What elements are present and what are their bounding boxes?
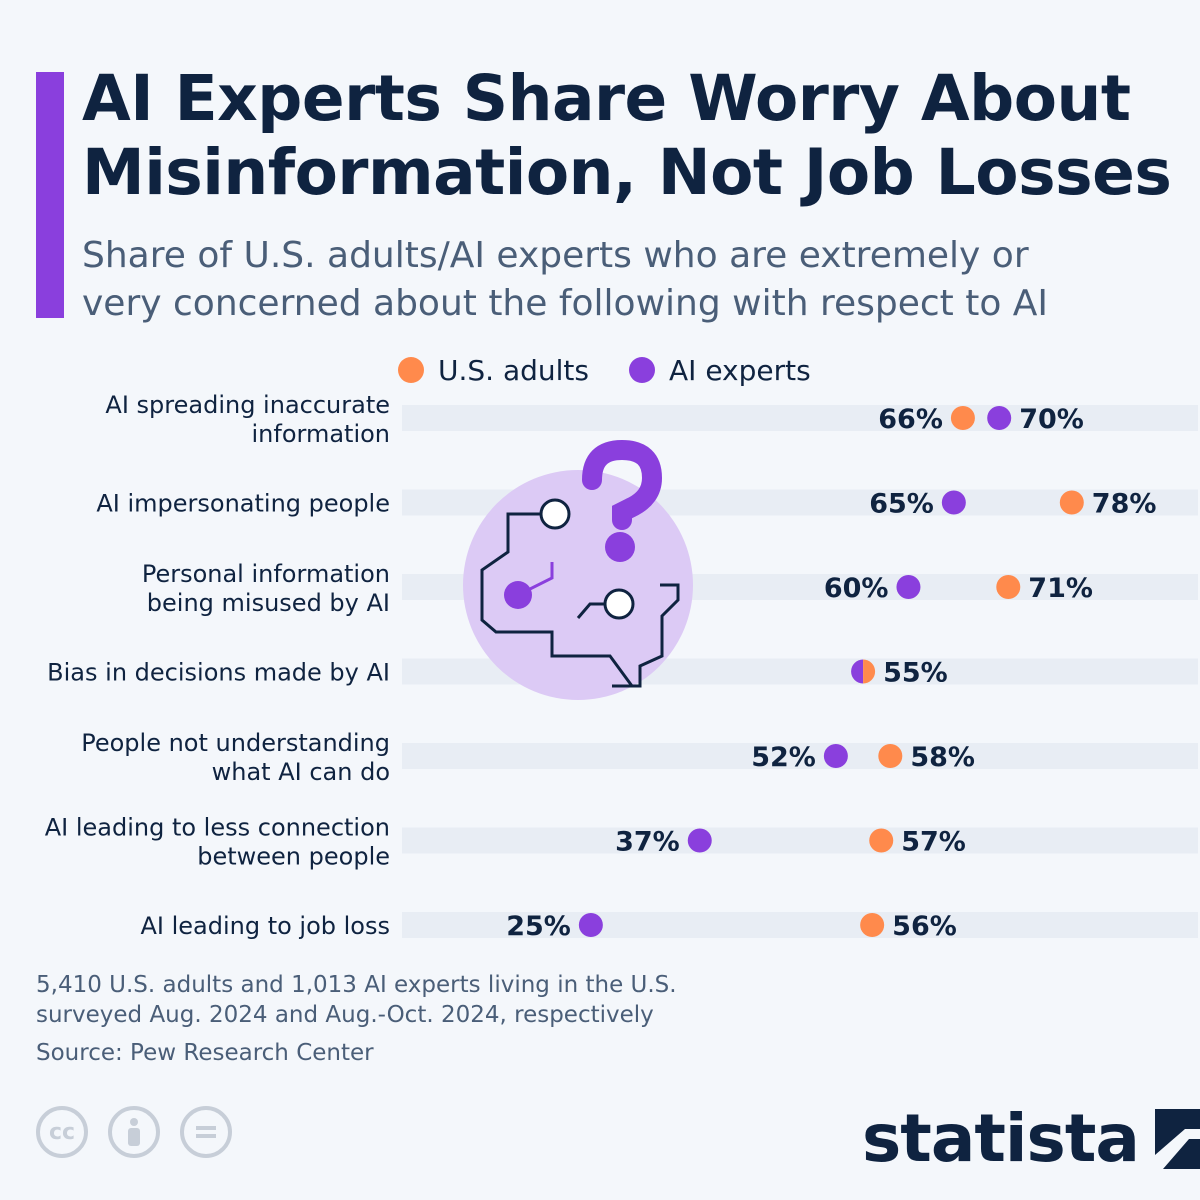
data-point-ai-experts bbox=[823, 744, 848, 768]
category-label: AI spreading inaccurate information bbox=[105, 391, 390, 448]
category-label: Personal information being misused by AI bbox=[142, 560, 390, 617]
legend-dot-us-adults bbox=[398, 357, 424, 383]
legend-item-us-adults: U.S. adults bbox=[398, 354, 589, 387]
brand-name: statista bbox=[862, 1100, 1140, 1177]
question-circuit-icon bbox=[463, 439, 693, 700]
data-label: 70% bbox=[1019, 404, 1084, 435]
creative-commons-icon: cc bbox=[36, 1106, 88, 1158]
row-band bbox=[402, 827, 1198, 854]
data-point-us-adults bbox=[863, 659, 876, 684]
category-label: AI impersonating people bbox=[96, 490, 390, 518]
statista-brand: statista bbox=[862, 1100, 1200, 1177]
row-band bbox=[402, 743, 1198, 769]
data-point-us-adults bbox=[950, 406, 975, 430]
category-label: People not understanding what AI can do bbox=[81, 729, 390, 786]
data-label: 57% bbox=[901, 827, 966, 858]
chart-title: AI Experts Share Worry About Misinformat… bbox=[82, 62, 1172, 209]
data-label: 65% bbox=[869, 489, 934, 520]
legend-item-ai-experts: AI experts bbox=[629, 354, 811, 387]
category-label: AI leading to less connection between peo… bbox=[45, 814, 390, 871]
statista-logo-icon bbox=[1154, 1108, 1200, 1169]
data-label: 60% bbox=[824, 573, 889, 604]
category-label: Bias in decisions made by AI bbox=[47, 659, 390, 687]
data-label: 52% bbox=[751, 742, 816, 773]
no-derivatives-icon bbox=[180, 1106, 232, 1158]
data-point-ai-experts bbox=[851, 659, 864, 684]
source-note: Source: Pew Research Center bbox=[36, 1040, 374, 1066]
chart-subtitle: Share of U.S. adults/AI experts who are … bbox=[82, 235, 1049, 324]
data-label: 66% bbox=[878, 404, 943, 435]
data-point-us-adults bbox=[878, 744, 903, 768]
license-icons: cc bbox=[36, 1106, 252, 1158]
data-point-us-adults bbox=[860, 913, 885, 937]
legend-label-ai-experts: AI experts bbox=[669, 353, 811, 387]
data-label: 56% bbox=[892, 911, 957, 942]
dot-chart: AI spreading inaccurate information 66% 70%… bbox=[45, 391, 1198, 942]
data-label: 58% bbox=[910, 742, 975, 773]
row-band bbox=[402, 405, 1198, 431]
data-label: 37% bbox=[615, 827, 680, 858]
accent-bar bbox=[36, 72, 64, 318]
data-point-ai-experts bbox=[896, 575, 921, 599]
data-point-ai-experts bbox=[987, 406, 1012, 430]
data-point-us-adults bbox=[1059, 490, 1084, 515]
data-point-ai-experts bbox=[687, 828, 712, 853]
legend-label-us-adults: U.S. adults bbox=[438, 353, 589, 387]
data-label: 25% bbox=[506, 911, 571, 942]
data-point-ai-experts bbox=[941, 490, 966, 515]
footnote: 5,410 U.S. adults and 1,013 AI experts l… bbox=[36, 972, 677, 1028]
data-label: 55% bbox=[883, 658, 948, 689]
attribution-icon bbox=[108, 1106, 160, 1158]
data-point-ai-experts bbox=[578, 913, 603, 937]
legend: U.S. adults AI experts bbox=[398, 352, 851, 388]
data-label: 78% bbox=[1092, 489, 1157, 520]
data-label: 71% bbox=[1028, 573, 1093, 604]
category-label: AI leading to job loss bbox=[140, 912, 390, 940]
row-band bbox=[402, 912, 1198, 938]
data-point-us-adults bbox=[996, 575, 1021, 599]
data-point-us-adults bbox=[869, 828, 894, 853]
legend-dot-ai-experts bbox=[629, 357, 655, 383]
